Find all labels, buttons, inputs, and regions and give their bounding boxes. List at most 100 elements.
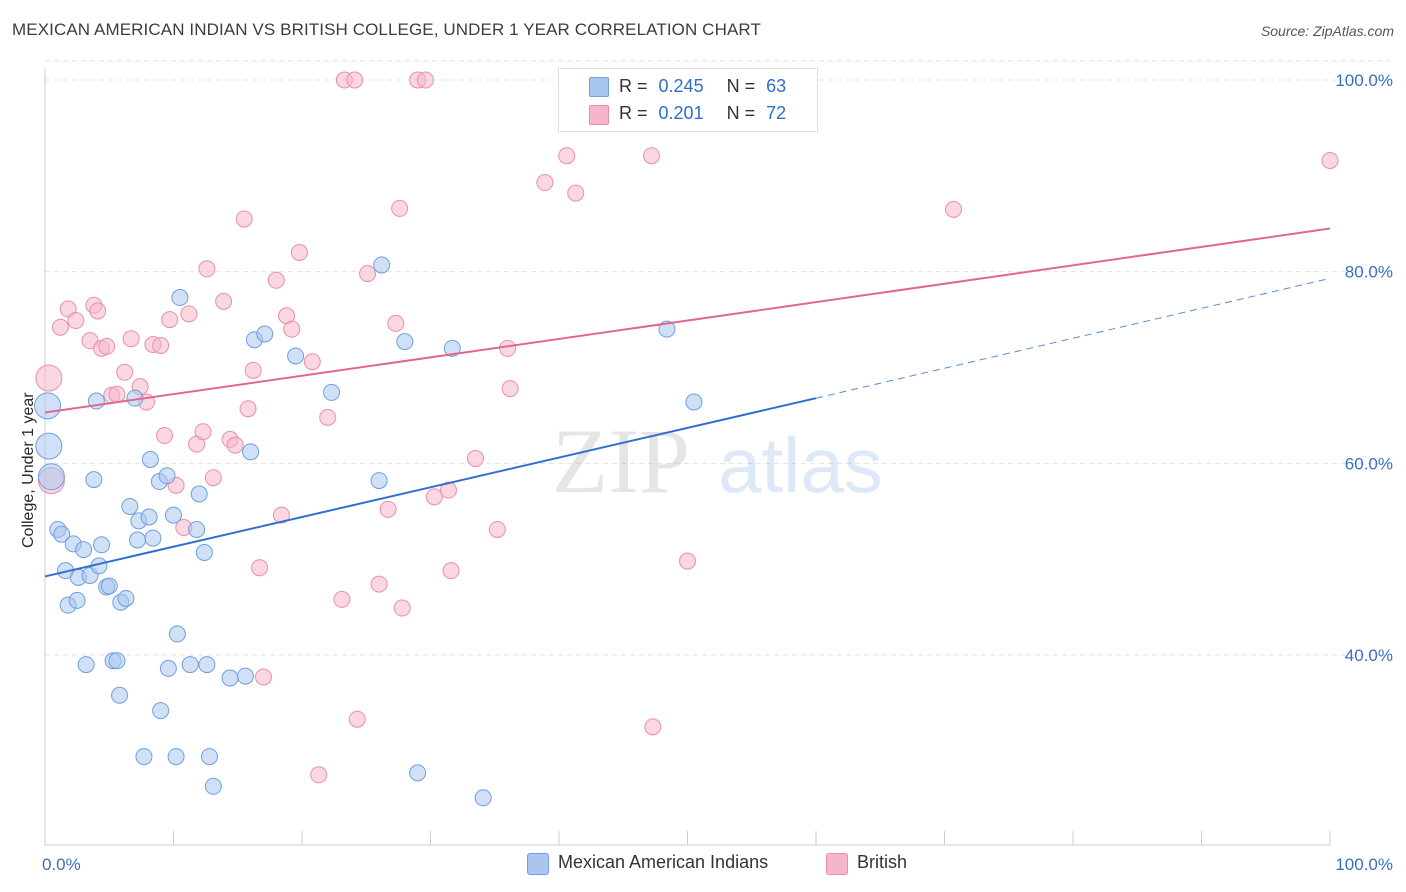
- point-british: [152, 336, 170, 354]
- point-british: [204, 469, 222, 487]
- point-british: [536, 174, 554, 192]
- point-british: [98, 337, 116, 355]
- point-mexican-american-indians: [144, 529, 162, 547]
- legend-label-mexican-american-indians: Mexican American Indians: [558, 852, 769, 872]
- point-mexican-american-indians: [200, 748, 218, 766]
- correlation-legend: R = 0.245 N = 63 R = 0.201 N = 72: [558, 68, 818, 132]
- point-british: [89, 302, 107, 320]
- point-british: [267, 271, 285, 289]
- point-mexican-american-indians: [167, 748, 185, 766]
- point-mexican-american-indians: [190, 485, 208, 503]
- point-mexican-american-indians: [152, 702, 170, 720]
- y-tick-label: 100.0%: [1335, 71, 1393, 90]
- series-mexican-american-indians: [34, 256, 703, 807]
- point-mexican-american-indians: [181, 656, 199, 674]
- point-mexican-american-indians: [168, 625, 186, 643]
- point-british: [244, 361, 262, 379]
- point-british: [51, 318, 69, 336]
- watermark-atlas: atlas: [718, 421, 883, 509]
- point-british: [466, 450, 484, 468]
- point-mexican-american-indians: [287, 347, 305, 365]
- point-british: [679, 552, 696, 570]
- point-mexican-american-indians: [198, 656, 216, 674]
- point-british: [346, 71, 364, 89]
- point-mexican-american-indians: [171, 289, 189, 307]
- gridlines: [45, 60, 1390, 656]
- point-mexican-american-indians: [35, 432, 63, 460]
- point-british: [567, 184, 585, 202]
- point-british: [501, 380, 519, 398]
- point-mexican-american-indians: [370, 472, 388, 490]
- legend-swatch-blue: [589, 77, 609, 97]
- y-tick-label: 60.0%: [1345, 454, 1393, 473]
- point-british: [425, 488, 443, 506]
- legend-n-label: N =: [726, 103, 756, 123]
- point-mexican-american-indians: [121, 497, 139, 515]
- point-british: [180, 305, 198, 323]
- y-axis-label: College, Under 1 year: [20, 392, 37, 548]
- legend-n-label: N =: [726, 76, 756, 96]
- point-british: [488, 520, 506, 538]
- legend-n-value: 63: [766, 76, 787, 96]
- legend-r-label: R =: [619, 76, 648, 96]
- point-british: [359, 265, 377, 283]
- point-mexican-american-indians: [373, 256, 391, 274]
- point-british: [393, 599, 411, 617]
- point-british: [122, 330, 140, 348]
- point-mexican-american-indians: [117, 589, 135, 607]
- point-british: [370, 575, 388, 593]
- legend-label-british: British: [857, 852, 908, 872]
- trend-lines: [44, 227, 1331, 578]
- point-british: [251, 559, 269, 577]
- point-british: [643, 147, 661, 165]
- point-british: [198, 260, 216, 278]
- point-british: [333, 590, 351, 608]
- tick-labels: 40.0% 60.0% 80.0% 100.0% 0.0% 100.0%: [42, 71, 1393, 874]
- point-mexican-american-indians: [85, 471, 103, 489]
- point-british: [1321, 152, 1339, 169]
- point-mexican-american-indians: [165, 506, 182, 524]
- series-british: [35, 71, 1339, 784]
- point-british: [558, 147, 576, 165]
- legend-r-value: 0.245: [658, 76, 704, 96]
- point-mexican-american-indians: [158, 467, 176, 485]
- legend-r-value: 0.201: [658, 103, 704, 123]
- point-mexican-american-indians: [443, 339, 461, 357]
- trend-line-british: [44, 227, 1331, 414]
- legend-swatch-pink: [589, 105, 609, 125]
- point-british: [379, 500, 397, 518]
- point-mexican-american-indians: [135, 748, 153, 766]
- trend-line-mexican-american-indians: [44, 397, 817, 578]
- point-british: [156, 427, 174, 445]
- point-mexican-american-indians: [195, 543, 213, 561]
- y-tick-label: 40.0%: [1345, 646, 1393, 665]
- point-british: [35, 364, 63, 392]
- point-british: [290, 244, 308, 261]
- legend-swatch-british: [826, 853, 848, 875]
- point-mexican-american-indians: [53, 525, 71, 543]
- point-mexican-american-indians: [188, 520, 206, 538]
- point-british: [194, 423, 212, 441]
- trend-extension-mexican-american-indians: [815, 277, 1331, 399]
- point-mexican-american-indians: [474, 789, 492, 807]
- point-mexican-american-indians: [34, 392, 62, 420]
- point-british: [499, 339, 517, 357]
- point-mexican-american-indians: [221, 669, 239, 687]
- point-mexican-american-indians: [111, 686, 129, 704]
- legend-n-value: 72: [766, 103, 787, 123]
- x-tick-label: 100.0%: [1335, 855, 1393, 874]
- point-british: [303, 353, 321, 371]
- point-british: [226, 436, 244, 454]
- watermark: ZIP atlas: [552, 410, 883, 512]
- point-mexican-american-indians: [159, 659, 177, 677]
- point-mexican-american-indians: [396, 333, 414, 351]
- legend-r-label: R =: [619, 103, 648, 123]
- point-mexican-american-indians: [100, 577, 118, 595]
- point-mexican-american-indians: [108, 652, 126, 670]
- legend-row-1: R = 0.245 N = 63: [619, 76, 786, 97]
- point-british: [254, 668, 272, 686]
- point-mexican-american-indians: [323, 383, 341, 401]
- point-british: [215, 292, 233, 310]
- legend-row-2: R = 0.201 N = 72: [619, 103, 786, 124]
- point-mexican-american-indians: [141, 451, 159, 468]
